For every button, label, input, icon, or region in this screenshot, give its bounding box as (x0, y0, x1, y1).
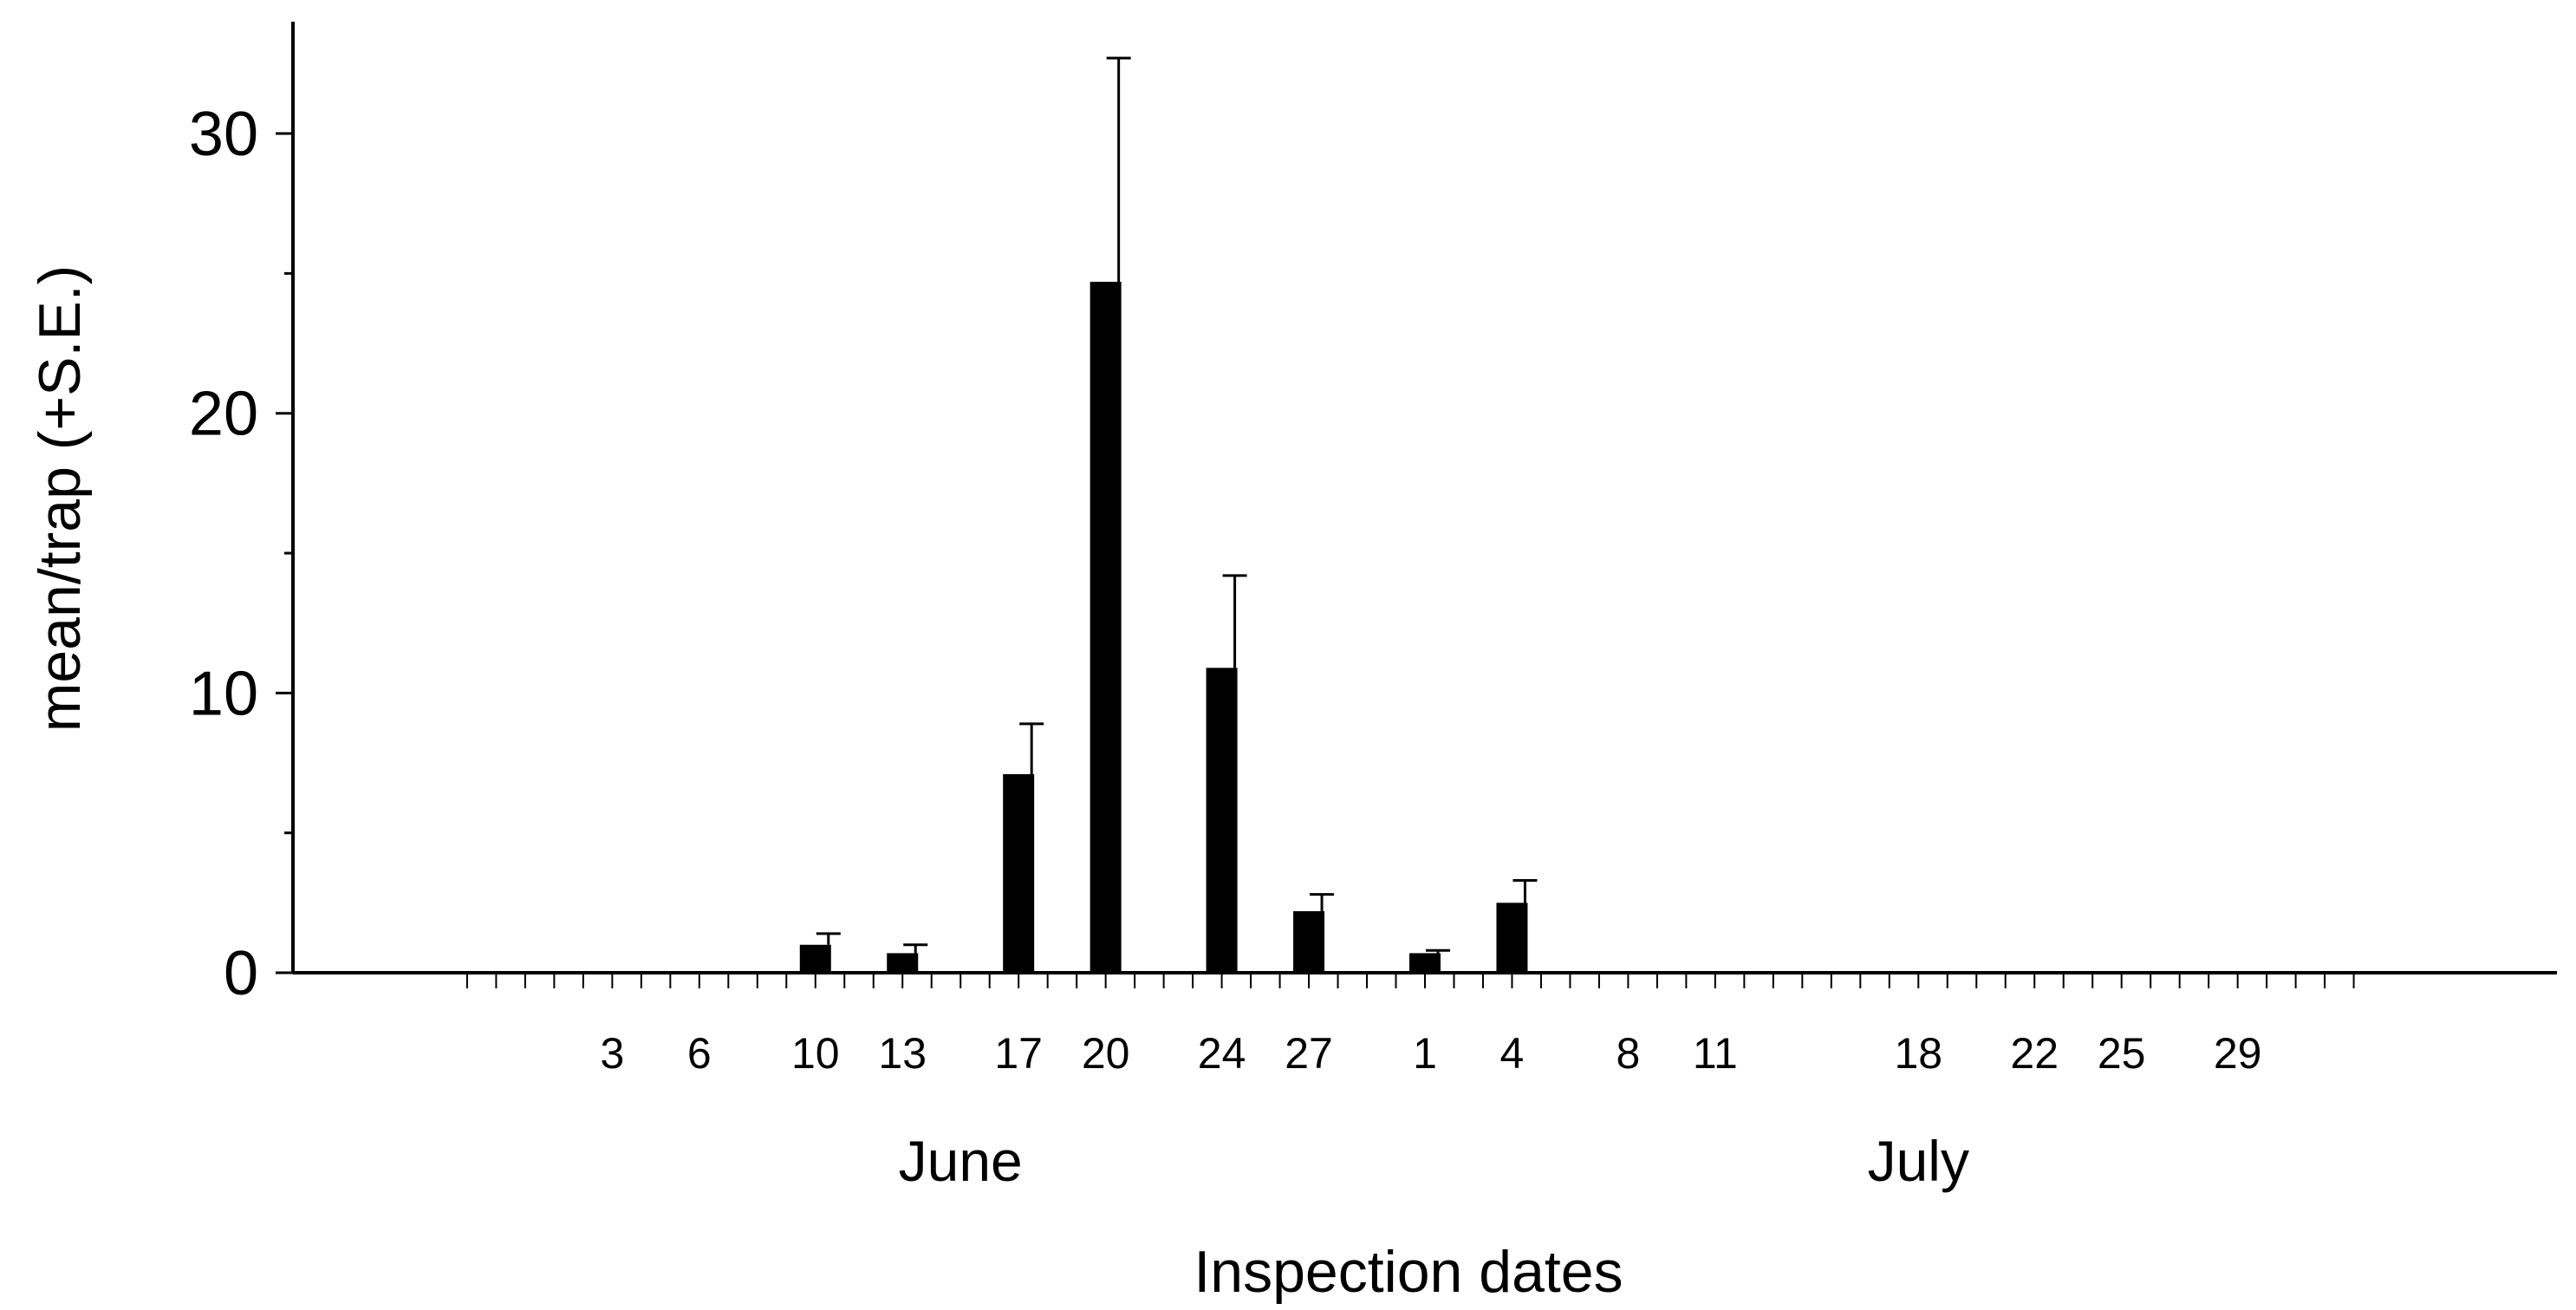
y-tick-label: 10 (189, 659, 258, 728)
x-ticks: 3 6 10 13 17 20 24 27 1 4 8 11 18 22 25 29 (465, 973, 2355, 1078)
bar (1003, 773, 1035, 973)
x-tick-label: 20 (1082, 1029, 1130, 1078)
month-label: June (899, 1129, 1023, 1193)
x-tick-label: 4 (1500, 1029, 1525, 1078)
error-bars (816, 56, 1538, 954)
x-tick-label: 8 (1617, 1029, 1641, 1078)
x-tick-label: 11 (1693, 1029, 1738, 1078)
y-tick-label: 0 (224, 939, 258, 1008)
x-tick-label: 27 (1285, 1029, 1333, 1078)
x-tick-label: 24 (1198, 1029, 1246, 1078)
y-ticks: 0 10 20 30 (189, 100, 293, 1008)
x-tick-label: 10 (791, 1029, 840, 1078)
month-label: July (1868, 1129, 1969, 1193)
x-axis-title: Inspection dates (1194, 1239, 1623, 1305)
bar (1293, 911, 1325, 973)
axes (291, 22, 2557, 974)
bar (1409, 953, 1441, 973)
y-tick-label: 20 (189, 380, 258, 449)
bar (1206, 668, 1238, 973)
x-tick-label: 1 (1413, 1029, 1437, 1078)
x-tick-label: 6 (687, 1029, 712, 1078)
bars (799, 282, 1528, 973)
bar (799, 944, 831, 973)
bar (887, 953, 919, 973)
x-tick-label: 18 (1894, 1029, 1942, 1078)
x-tick-label: 17 (994, 1029, 1043, 1078)
x-tick-label: 25 (2098, 1029, 2146, 1078)
bar (1496, 903, 1528, 973)
y-tick-label: 30 (189, 100, 258, 169)
y-axis-title: mean/trap (+S.E.) (27, 265, 93, 733)
x-tick-label: 29 (2214, 1029, 2262, 1078)
x-tick-label: 22 (2010, 1029, 2059, 1078)
x-tick-label: 3 (600, 1029, 624, 1078)
bar (1090, 282, 1122, 973)
x-tick-label: 13 (878, 1029, 927, 1078)
month-labels: June July (899, 1129, 1969, 1193)
